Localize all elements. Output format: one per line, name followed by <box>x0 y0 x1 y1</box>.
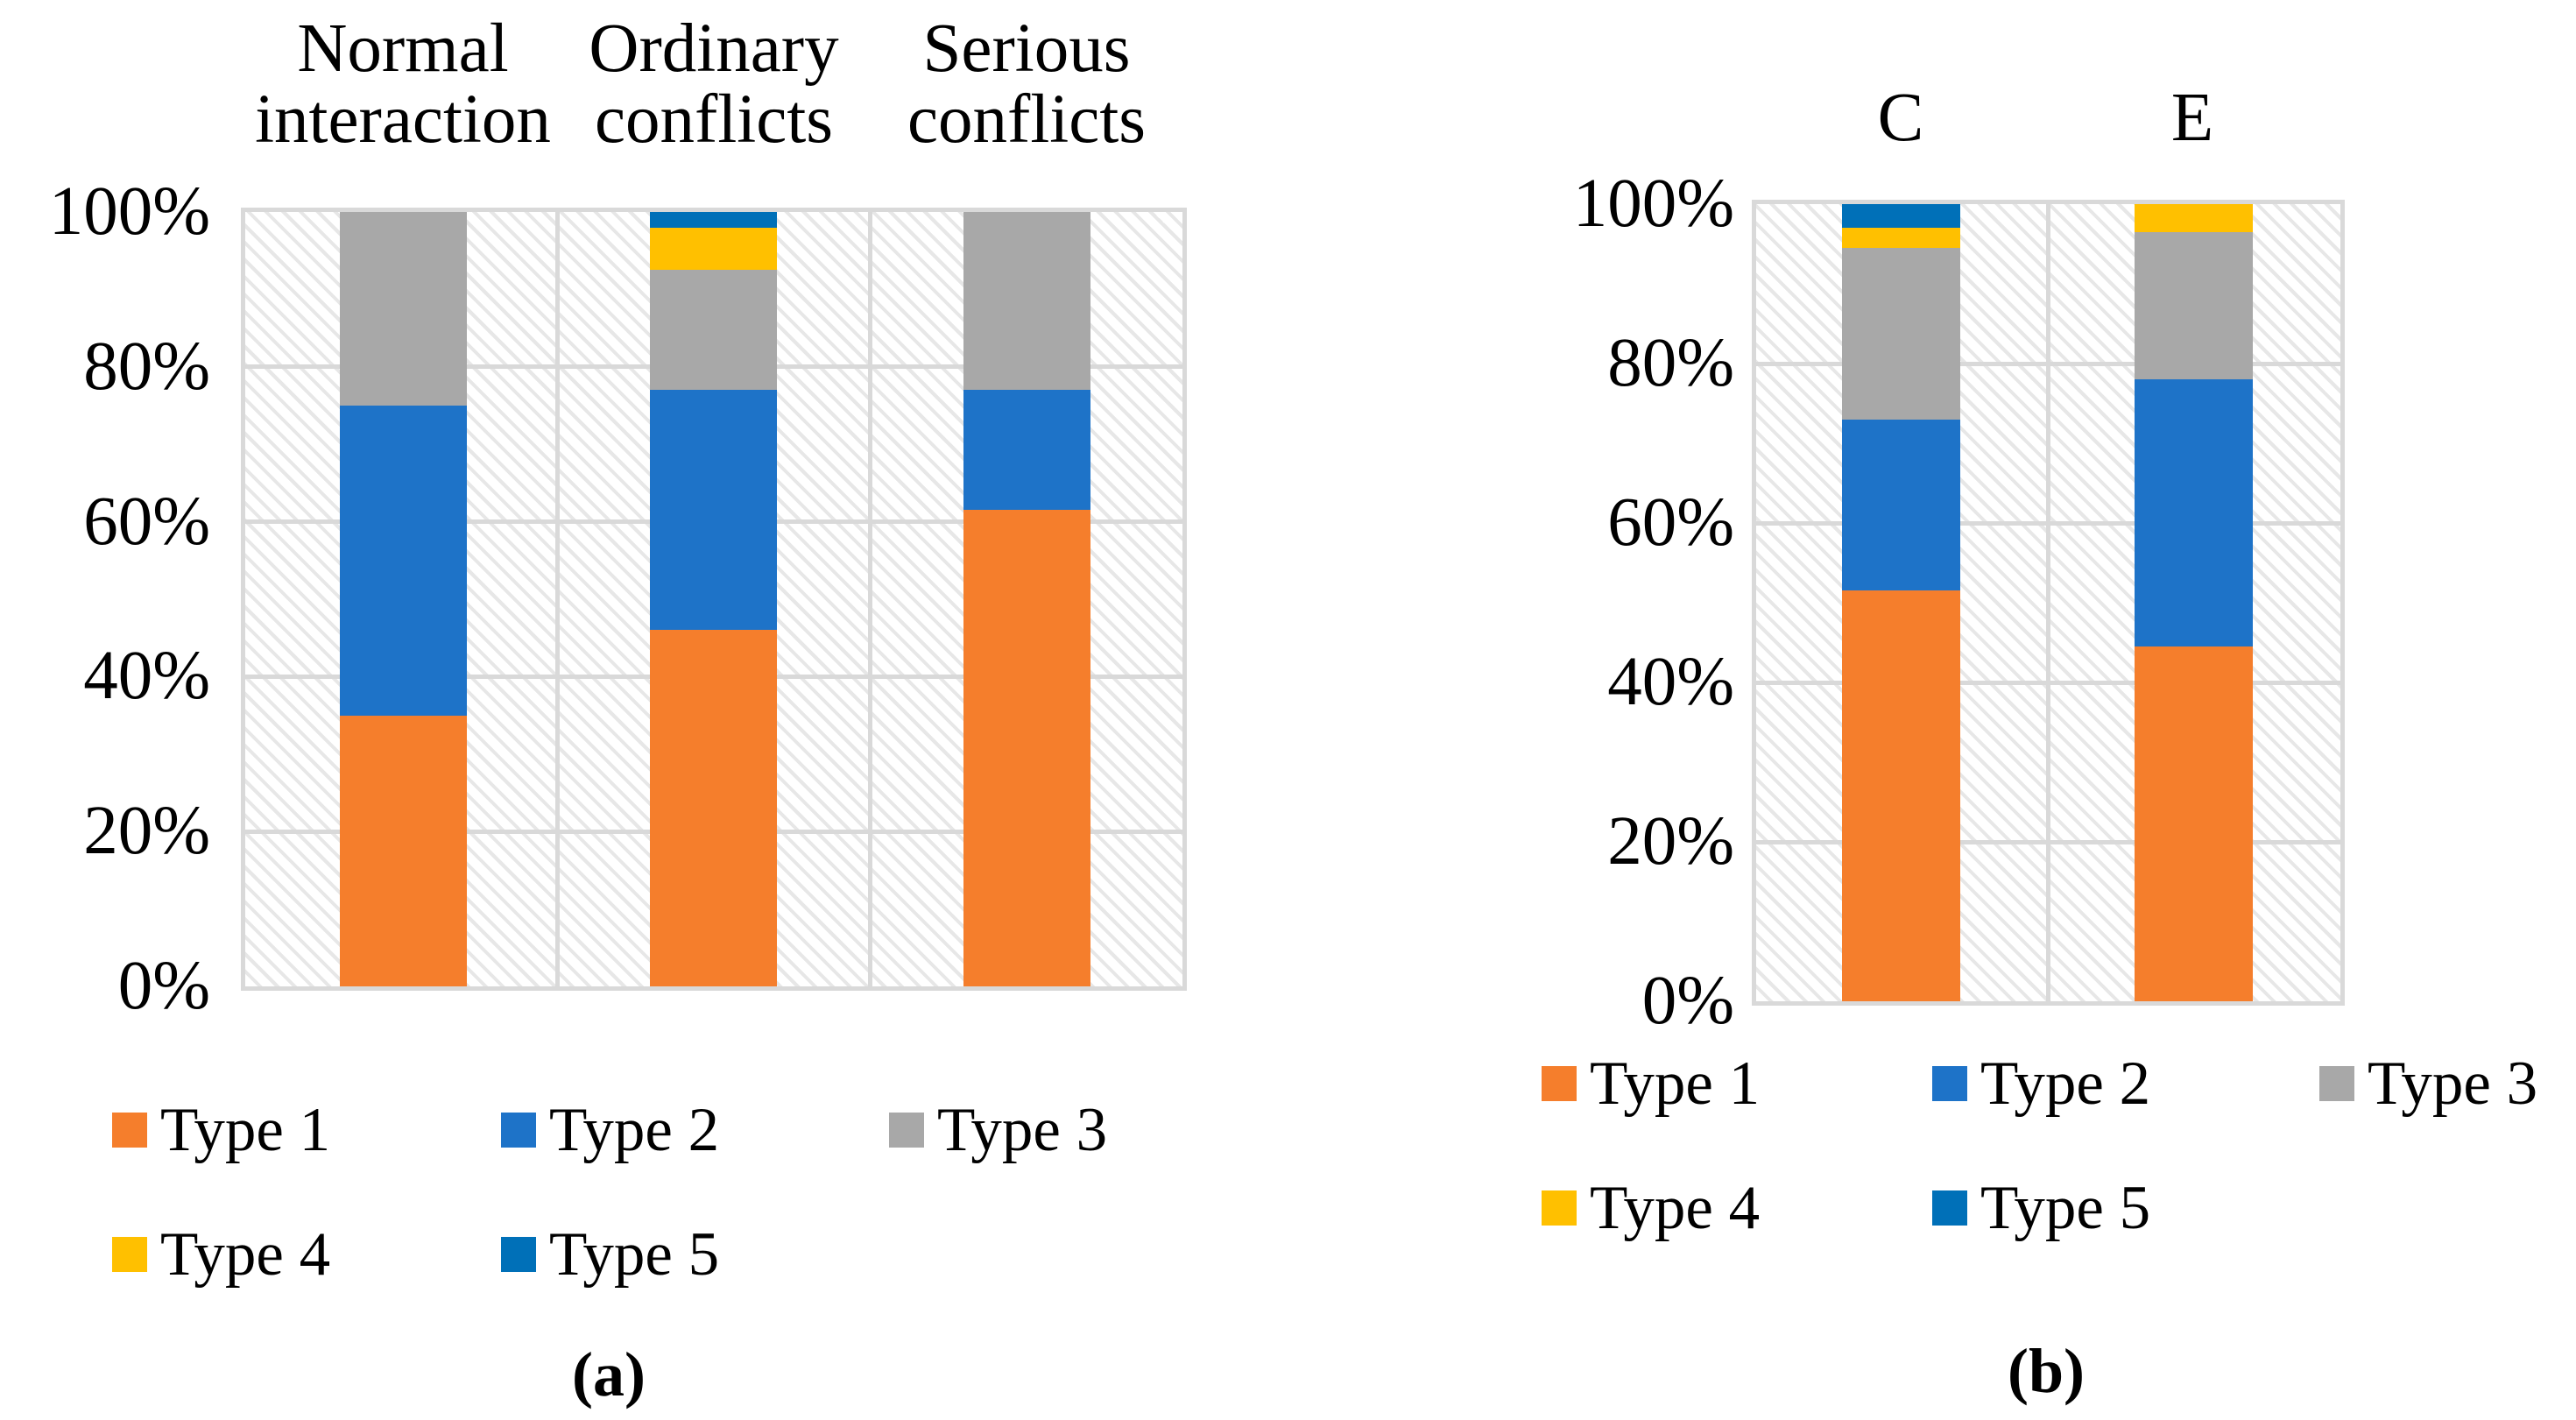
y-axis-tick-label: 40% <box>1607 644 1734 720</box>
bar-segment-type-3 <box>340 212 467 406</box>
bar-segment-type-4 <box>1842 228 1960 249</box>
bar-segment-type-1 <box>2135 646 2253 1001</box>
bar-segment-type-3 <box>963 212 1090 391</box>
legend-label: Type 5 <box>549 1220 720 1289</box>
y-axis-tick-label: 40% <box>83 638 210 715</box>
legend-swatch <box>889 1113 924 1148</box>
bar-segment-type-5 <box>1842 204 1960 229</box>
gridline-vertical <box>555 212 561 986</box>
bar-segment-type-1 <box>1842 590 1960 1001</box>
bar-segment-type-4 <box>2135 204 2253 232</box>
legend-swatch <box>501 1113 536 1148</box>
category-label: Serious conflicts <box>907 11 1147 158</box>
legend-label: Type 2 <box>1980 1049 2151 1118</box>
legend-swatch <box>112 1113 147 1148</box>
stacked-bar <box>963 212 1090 986</box>
bar-segment-type-2 <box>650 390 777 631</box>
gridline-vertical <box>867 212 872 986</box>
stacked-bar <box>1842 204 1960 1001</box>
legend-item: Type 3 <box>2319 1049 2537 1119</box>
legend-swatch <box>1932 1066 1967 1101</box>
plot-area <box>241 208 1187 991</box>
legend-label: Type 1 <box>1590 1049 1761 1118</box>
y-axis-tick-label: 100% <box>1572 166 1734 242</box>
legend-item: Type 5 <box>501 1219 719 1289</box>
legend-swatch <box>2319 1066 2354 1101</box>
legend-label: Type 4 <box>1590 1174 1761 1242</box>
legend-item: Type 1 <box>112 1095 330 1165</box>
legend-item: Type 3 <box>889 1095 1107 1165</box>
caption-a: (a) <box>572 1339 646 1409</box>
y-axis-tick-label: 60% <box>83 483 210 560</box>
legend-label: Type 1 <box>160 1096 331 1164</box>
y-axis-tick-label: 80% <box>1607 325 1734 401</box>
bar-segment-type-2 <box>1842 419 1960 591</box>
bar-segment-type-4 <box>650 227 777 271</box>
bar-segment-type-5 <box>650 212 777 228</box>
legend-item: Type 5 <box>1932 1173 2150 1243</box>
category-label: C <box>1877 80 1924 156</box>
legend-swatch <box>1932 1190 1967 1226</box>
legend-item: Type 2 <box>1932 1049 2150 1119</box>
y-axis-tick-label: 80% <box>83 328 210 405</box>
legend-item: Type 2 <box>501 1095 719 1165</box>
category-label: Normal interaction <box>255 11 551 158</box>
y-axis-tick-label: 60% <box>1607 484 1734 561</box>
legend-label: Type 2 <box>549 1096 720 1164</box>
legend-item: Type 1 <box>1542 1049 1760 1119</box>
bar-segment-type-2 <box>963 390 1090 511</box>
bar-segment-type-1 <box>340 715 467 986</box>
bar-segment-type-2 <box>340 406 467 716</box>
legend-swatch <box>501 1237 536 1272</box>
legend-swatch <box>112 1237 147 1272</box>
plot-area <box>1752 200 2345 1006</box>
stacked-bar <box>2135 204 2253 1001</box>
y-axis-tick-label: 20% <box>83 793 210 870</box>
stacked-bar <box>650 212 777 986</box>
y-axis-tick-label: 100% <box>48 173 210 250</box>
legend-label: Type 4 <box>160 1220 331 1289</box>
y-axis-tick-label: 0% <box>1641 963 1734 1039</box>
bar-segment-type-1 <box>650 630 777 986</box>
legend-label: Type 3 <box>2368 1049 2538 1118</box>
bar-segment-type-3 <box>1842 248 1960 420</box>
category-label: Ordinary conflicts <box>589 11 839 158</box>
caption-b: (b) <box>2008 1336 2085 1406</box>
bar-segment-type-3 <box>2135 231 2253 380</box>
category-label: E <box>2170 80 2214 156</box>
legend-label: Type 5 <box>1980 1174 2151 1242</box>
legend-item: Type 4 <box>1542 1173 1760 1243</box>
legend-item: Type 4 <box>112 1219 330 1289</box>
y-axis-tick-label: 20% <box>1607 803 1734 880</box>
bar-segment-type-2 <box>2135 379 2253 647</box>
legend-swatch <box>1542 1190 1577 1226</box>
legend-label: Type 3 <box>937 1096 1108 1164</box>
gridline-vertical <box>2046 204 2050 1001</box>
y-axis-tick-label: 0% <box>117 948 210 1024</box>
stacked-bar <box>340 212 467 986</box>
bar-segment-type-3 <box>650 270 777 391</box>
bar-segment-type-1 <box>963 510 1090 986</box>
legend-swatch <box>1542 1066 1577 1101</box>
